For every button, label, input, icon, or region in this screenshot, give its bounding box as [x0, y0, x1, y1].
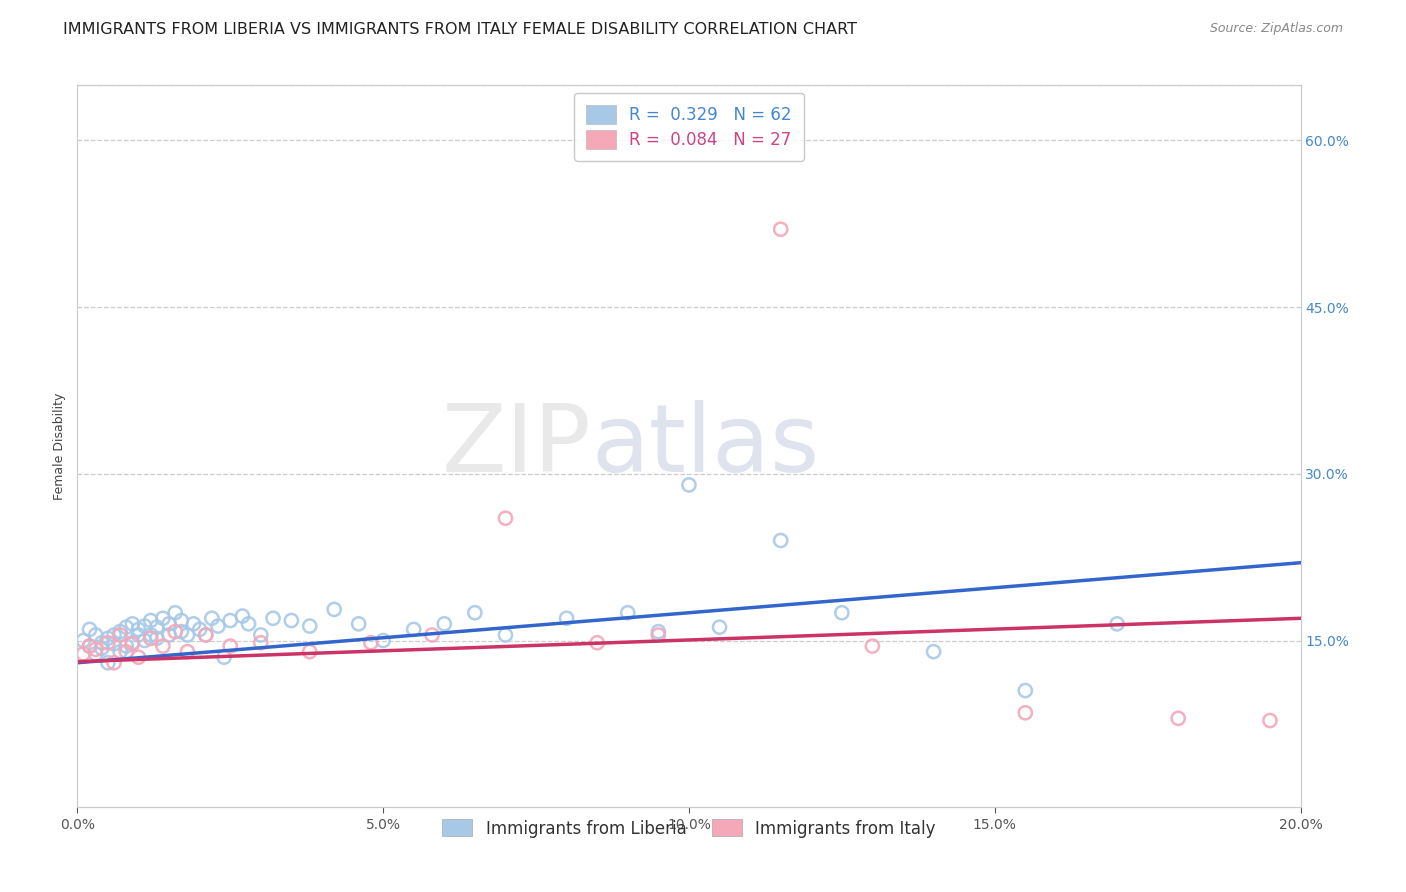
Point	[121, 616, 143, 631]
Point	[97, 656, 120, 670]
Point	[84, 628, 107, 642]
Point	[176, 645, 198, 659]
Point	[115, 639, 138, 653]
Point	[121, 636, 143, 650]
Point	[831, 606, 853, 620]
Point	[115, 620, 138, 634]
Point	[495, 628, 517, 642]
Point	[121, 637, 143, 651]
Point	[238, 616, 260, 631]
Point	[709, 620, 731, 634]
Point	[103, 628, 125, 642]
Point	[165, 624, 187, 639]
Point	[262, 611, 284, 625]
Text: atlas: atlas	[591, 400, 820, 492]
Point	[165, 606, 187, 620]
Point	[219, 614, 242, 628]
Point	[127, 628, 149, 642]
Point	[1107, 616, 1129, 631]
Point	[323, 602, 346, 616]
Point	[1167, 711, 1189, 725]
Point	[647, 628, 669, 642]
Point	[298, 619, 321, 633]
Point	[495, 511, 517, 525]
Point	[250, 628, 273, 642]
Point	[146, 632, 169, 646]
Point	[157, 628, 180, 642]
Point	[194, 628, 217, 642]
Point	[207, 619, 229, 633]
Point	[157, 616, 180, 631]
Point	[194, 628, 217, 642]
Point	[617, 606, 640, 620]
Point	[1014, 683, 1036, 698]
Point	[402, 623, 425, 637]
Point	[84, 642, 107, 657]
Point	[79, 639, 101, 653]
Point	[280, 614, 302, 628]
Point	[97, 632, 120, 646]
Text: Source: ZipAtlas.com: Source: ZipAtlas.com	[1209, 22, 1343, 36]
Legend: Immigrants from Liberia, Immigrants from Italy: Immigrants from Liberia, Immigrants from…	[434, 811, 943, 846]
Point	[1258, 714, 1281, 728]
Point	[152, 611, 174, 625]
Point	[1014, 706, 1036, 720]
Point	[420, 628, 443, 642]
Point	[127, 623, 149, 637]
Point	[862, 639, 884, 653]
Text: ZIP: ZIP	[441, 400, 591, 492]
Point	[79, 623, 101, 637]
Point	[115, 645, 138, 659]
Point	[72, 633, 94, 648]
Point	[183, 616, 205, 631]
Point	[188, 623, 211, 637]
Point	[464, 606, 486, 620]
Point	[433, 616, 456, 631]
Point	[212, 650, 235, 665]
Point	[170, 614, 193, 628]
Point	[90, 641, 112, 656]
Point	[647, 624, 669, 639]
Point	[555, 611, 578, 625]
Point	[103, 637, 125, 651]
Point	[108, 628, 131, 642]
Point	[97, 636, 120, 650]
Point	[134, 633, 156, 648]
Point	[84, 647, 107, 661]
Point	[152, 639, 174, 653]
Point	[134, 619, 156, 633]
Point	[146, 620, 169, 634]
Point	[219, 639, 242, 653]
Text: IMMIGRANTS FROM LIBERIA VS IMMIGRANTS FROM ITALY FEMALE DISABILITY CORRELATION C: IMMIGRANTS FROM LIBERIA VS IMMIGRANTS FR…	[63, 22, 858, 37]
Point	[79, 639, 101, 653]
Point	[127, 650, 149, 665]
Point	[922, 645, 945, 659]
Point	[72, 647, 94, 661]
Point	[103, 656, 125, 670]
Point	[139, 614, 162, 628]
Point	[678, 478, 700, 492]
Point	[586, 636, 609, 650]
Point	[360, 636, 382, 650]
Point	[176, 628, 198, 642]
Point	[108, 645, 131, 659]
Point	[108, 624, 131, 639]
Point	[769, 533, 792, 548]
Y-axis label: Female Disability: Female Disability	[53, 392, 66, 500]
Point	[139, 628, 162, 642]
Point	[231, 609, 253, 624]
Point	[347, 616, 370, 631]
Point	[90, 636, 112, 650]
Point	[201, 611, 224, 625]
Point	[298, 645, 321, 659]
Point	[250, 636, 273, 650]
Point	[170, 624, 193, 639]
Point	[371, 633, 394, 648]
Point	[139, 632, 162, 646]
Point	[769, 222, 792, 236]
